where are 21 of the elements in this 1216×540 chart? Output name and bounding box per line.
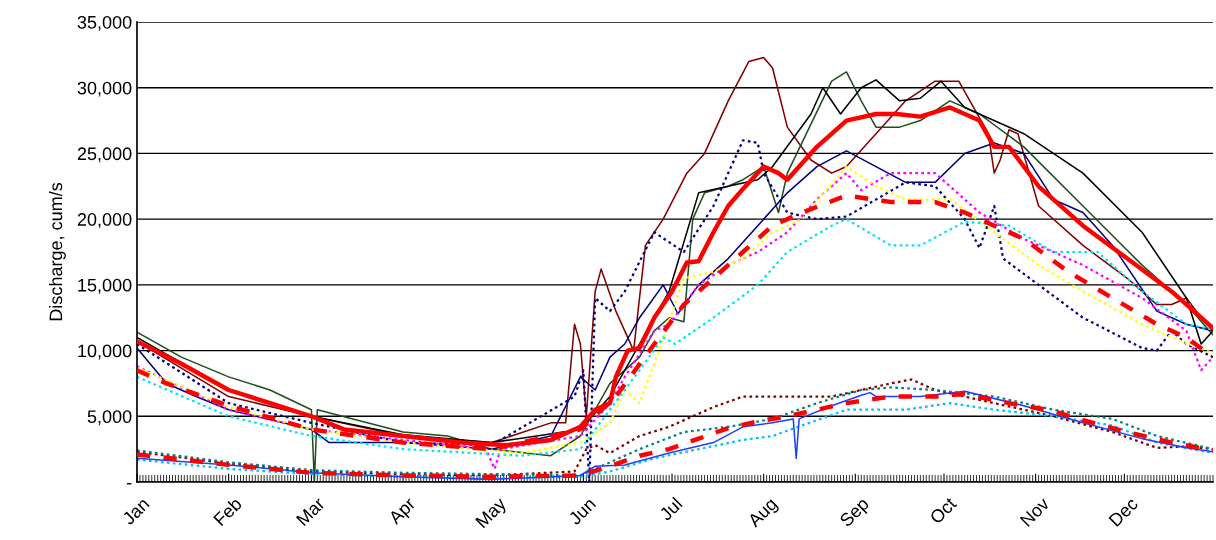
y-tick-label: - [126, 483, 132, 485]
y-tick-label: 35,000 [77, 15, 132, 31]
x-tick-label: Dec [1108, 496, 1139, 527]
x-tick-label: Nov [1019, 496, 1051, 527]
y-tick-label: 5,000 [87, 410, 132, 426]
y-tick-label: 20,000 [77, 213, 132, 228]
x-tick-label: Aug [746, 497, 781, 531]
x-tick-label: Oct [929, 496, 958, 525]
y-tick-label: 25,000 [77, 147, 132, 163]
x-tick-label: Jun [567, 497, 597, 526]
x-tick-label: Mar [295, 496, 326, 527]
x-tick-label: Feb [212, 496, 243, 527]
x-tick-label: Sep [838, 496, 873, 530]
x-tick-label: Jul [658, 496, 683, 522]
x-tick-label: Jan [121, 497, 150, 526]
x-tick-label: Apr [387, 496, 419, 528]
y-tick-label: 15,000 [78, 278, 132, 294]
y-axis-title: Discharge, cum/s [48, 182, 66, 321]
y-tick-label: 10,000 [78, 344, 132, 360]
y-tick-label: 30,000 [77, 81, 132, 97]
x-tick-label: May [475, 496, 510, 531]
